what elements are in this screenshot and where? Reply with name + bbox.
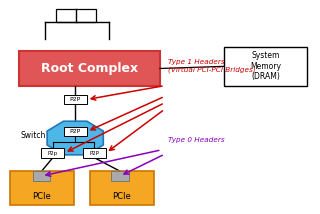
Text: PCIe: PCIe [32,192,51,201]
Bar [224,47,307,86]
Bar [111,171,129,181]
Bar [83,148,106,158]
Text: Switch: Switch [21,131,46,140]
Text: PCIe: PCIe [112,192,131,201]
Text: Root Complex: Root Complex [41,62,138,75]
Text: Type 1 Headers
(Virtual PCI-PCI Bridges): Type 1 Headers (Virtual PCI-PCI Bridges) [168,59,256,73]
Bar [33,171,51,181]
Text: Type 0 Headers: Type 0 Headers [168,137,225,143]
Bar [64,127,87,136]
Text: P2P: P2P [69,97,81,102]
Text: P2P: P2P [89,150,100,156]
Bar [90,171,154,205]
Text: P2P: P2P [69,129,81,134]
Bar [41,148,64,158]
Text: P2p: P2p [48,150,58,156]
Text: System
Memory
(DRAM): System Memory (DRAM) [250,51,281,81]
Bar [64,95,87,104]
Bar [19,51,160,86]
Bar [56,9,96,22]
Bar [10,171,74,205]
Polygon shape [47,121,103,155]
